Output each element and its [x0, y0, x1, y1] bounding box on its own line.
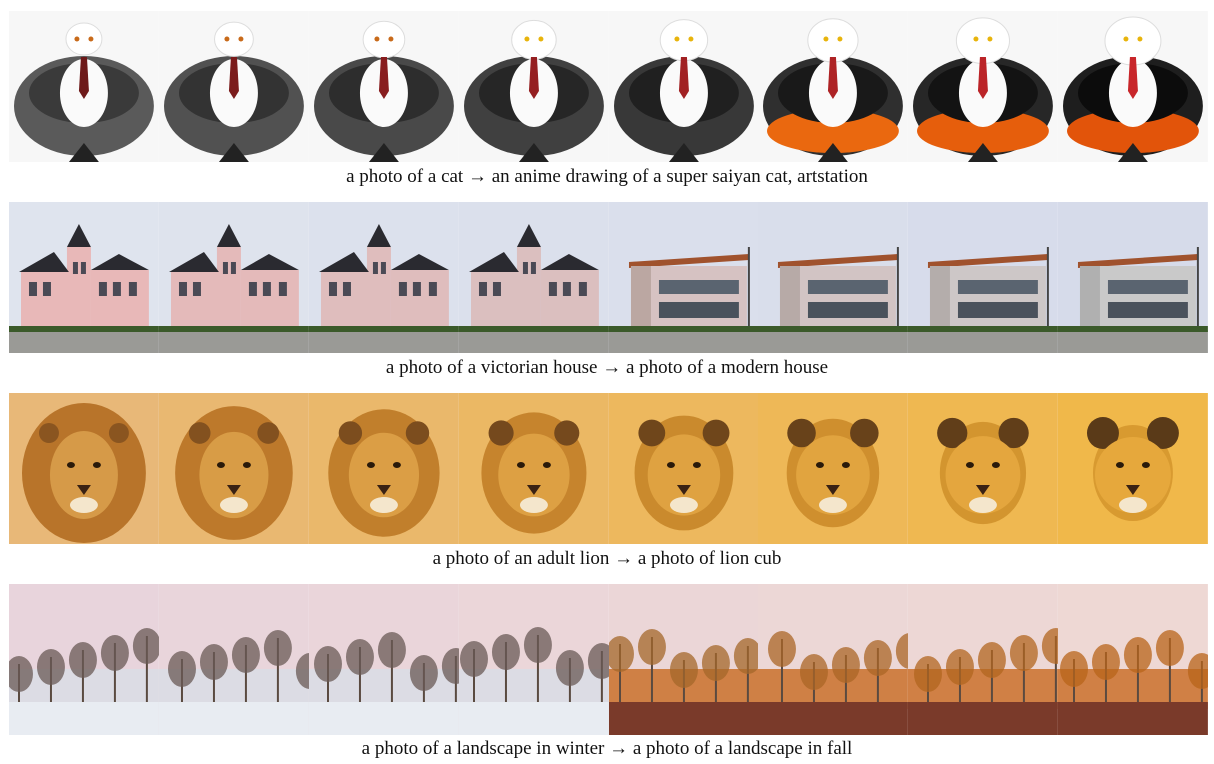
lion-frame-1 — [9, 393, 159, 544]
house-frame-3 — [308, 202, 459, 353]
landscape-frame-2 — [158, 584, 309, 735]
house-frame-8 — [1058, 202, 1208, 353]
caption-lion: a photo of an adult lion → a photo of li… — [432, 548, 782, 569]
row-lion — [9, 393, 1208, 544]
cat-frame-2 — [158, 11, 309, 162]
landscape-frame-7 — [908, 584, 1059, 735]
cat-frame-8 — [1058, 11, 1208, 162]
landscape-frame-6 — [758, 584, 909, 735]
cat-frame-5 — [608, 11, 759, 162]
row-landscape — [9, 584, 1208, 735]
house-frame-6 — [758, 202, 909, 353]
lion-frame-2 — [158, 393, 309, 544]
cat-frame-1 — [9, 11, 159, 162]
lion-frame-8 — [1058, 393, 1208, 544]
house-frame-7 — [908, 202, 1059, 353]
cat-frame-4 — [458, 11, 609, 162]
caption-cat: a photo of a cat → an anime drawing of a… — [346, 166, 868, 187]
landscape-frame-3 — [308, 584, 459, 735]
lion-frame-5 — [608, 393, 759, 544]
landscape-frame-4 — [458, 584, 609, 735]
row-house — [9, 202, 1208, 353]
cat-frame-6 — [758, 11, 909, 162]
landscape-frame-8 — [1058, 584, 1208, 735]
row-cat — [9, 11, 1208, 162]
caption-house: a photo of a victorian house → a photo o… — [385, 357, 829, 378]
house-frame-5 — [608, 202, 759, 353]
landscape-frame-1 — [9, 584, 159, 735]
cat-frame-3 — [308, 11, 459, 162]
cat-frame-7 — [908, 11, 1059, 162]
house-frame-1 — [9, 202, 159, 353]
caption-landscape: a photo of a landscape in winter → a pho… — [361, 738, 853, 759]
lion-frame-3 — [308, 393, 459, 544]
house-frame-2 — [158, 202, 309, 353]
lion-frame-6 — [758, 393, 909, 544]
lion-frame-4 — [458, 393, 609, 544]
landscape-frame-5 — [608, 584, 759, 735]
house-frame-4 — [458, 202, 609, 353]
lion-frame-7 — [908, 393, 1059, 544]
